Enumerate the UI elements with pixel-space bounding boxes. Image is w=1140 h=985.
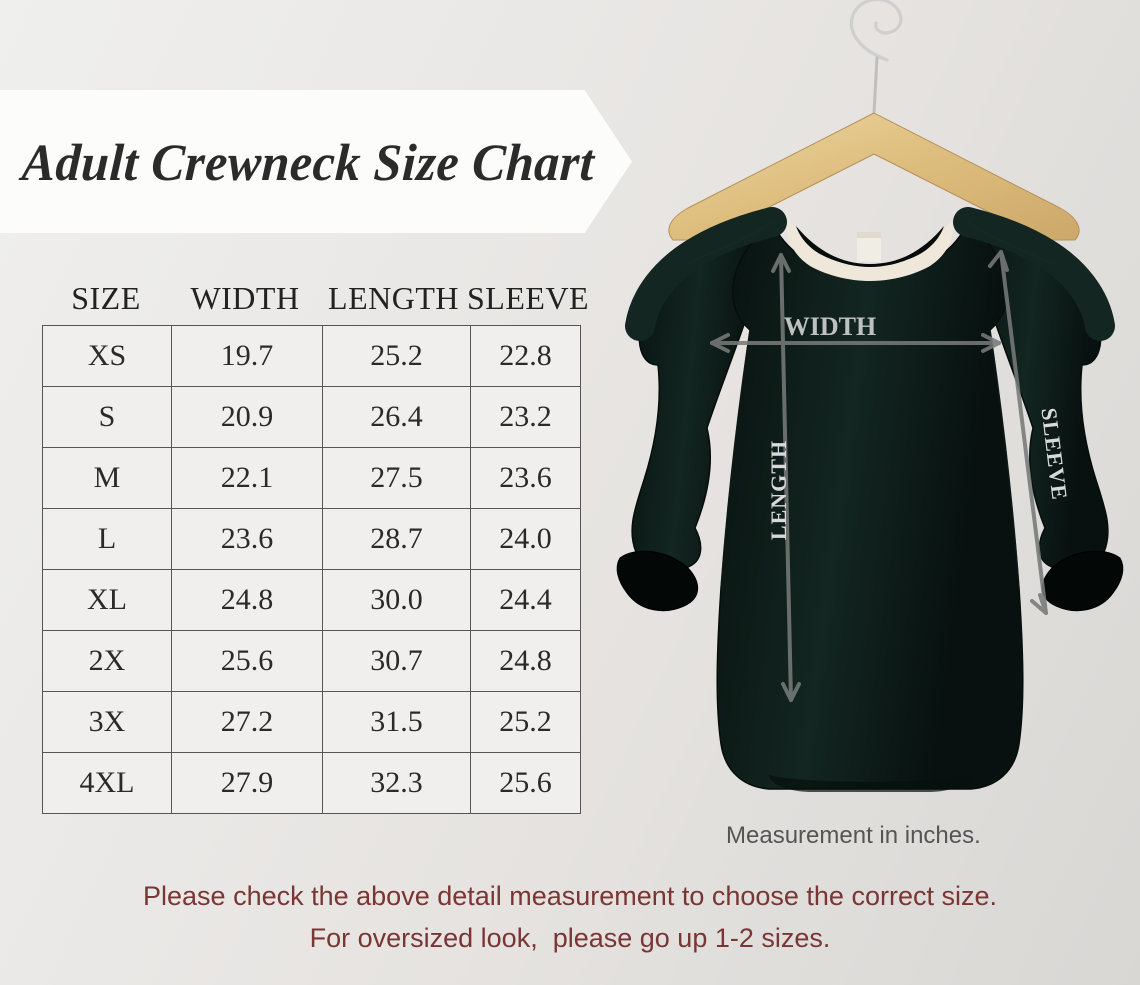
svg-text:WIDTH: WIDTH [784, 312, 876, 341]
svg-text:LENGTH: LENGTH [766, 440, 791, 540]
